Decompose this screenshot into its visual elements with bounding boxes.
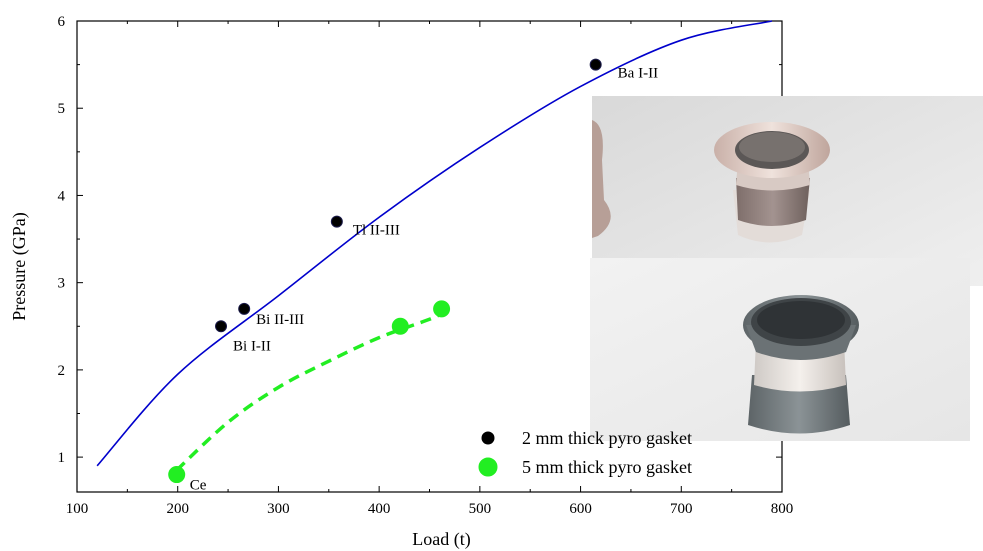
fit-line-series-2 bbox=[175, 311, 443, 472]
data-points bbox=[168, 58, 602, 484]
point-label: Bi II-III bbox=[256, 312, 304, 328]
legend: 2 mm thick pyro gasket 5 mm thick pyro ga… bbox=[478, 428, 692, 477]
y-tick-label: 6 bbox=[58, 14, 66, 30]
point-labels: Bi I-II Bi II-III Tl II-III Ba I-II Ce bbox=[190, 66, 658, 494]
y-tick-label: 4 bbox=[58, 188, 66, 204]
x-tick-label: 600 bbox=[569, 501, 592, 517]
y-tick-label: 2 bbox=[58, 363, 66, 379]
point-label: Ce bbox=[190, 478, 207, 494]
x-tick-label: 100 bbox=[66, 501, 89, 517]
y-tick-label: 5 bbox=[58, 101, 66, 117]
y-tick-label: 1 bbox=[58, 450, 66, 466]
x-axis-title: Load (t) bbox=[412, 529, 470, 550]
point-label: Tl II-III bbox=[353, 223, 400, 239]
y-tick-label: 3 bbox=[58, 276, 66, 292]
fit-lines bbox=[96, 20, 773, 472]
x-tick-label: 300 bbox=[267, 501, 290, 517]
data-point-series-1 bbox=[330, 215, 343, 228]
fit-line-series-1 bbox=[96, 20, 773, 467]
axes: 100 200 300 400 500 600 700 800 1 2 3 4 5 6 Load (t) Pr… bbox=[9, 14, 793, 550]
x-tick-label: 800 bbox=[771, 501, 794, 517]
data-point-series-1 bbox=[589, 58, 602, 71]
gasket-photo-top bbox=[592, 96, 983, 286]
x-tick-label: 700 bbox=[670, 501, 693, 517]
x-tick-label: 200 bbox=[166, 501, 189, 517]
legend-marker-series-1 bbox=[481, 431, 495, 445]
legend-label-series-1: 2 mm thick pyro gasket bbox=[522, 428, 692, 448]
point-label: Ba I-II bbox=[618, 66, 658, 82]
x-tick-label: 500 bbox=[469, 501, 492, 517]
data-point-series-2 bbox=[433, 300, 451, 318]
y-axis-title: Pressure (GPa) bbox=[9, 212, 30, 320]
gasket-photo-bottom bbox=[590, 258, 970, 441]
legend-marker-series-2 bbox=[478, 457, 498, 477]
x-tick-label: 400 bbox=[368, 501, 391, 517]
data-point-series-2 bbox=[391, 317, 409, 335]
point-label: Bi I-II bbox=[233, 338, 271, 354]
data-point-series-1 bbox=[215, 320, 228, 333]
data-point-series-2 bbox=[168, 466, 186, 484]
data-point-series-1 bbox=[238, 302, 251, 315]
legend-label-series-2: 5 mm thick pyro gasket bbox=[522, 457, 692, 477]
